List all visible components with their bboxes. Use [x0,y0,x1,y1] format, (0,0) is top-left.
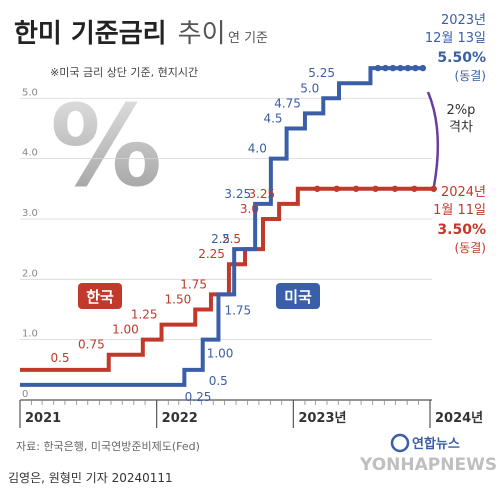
korea-hold-dot [411,185,418,192]
korea-hold-dot [372,185,379,192]
svg-text:한미 기준금리 추이: 한미 기준금리 추이 [14,19,226,49]
us-end-annotation: 2023년 12월 13일 5.50% (동결) [425,13,486,83]
us-data-label: 5.25 [308,66,335,80]
source-label: 자료: 한국은행, 미국연방준비제도(Fed) [16,440,200,453]
legend-korea-label: 한국 [86,288,114,306]
series-lines [20,66,434,387]
us-data-label: 0.5 [209,374,228,388]
legend-us: 미국 [276,283,320,309]
us-data-label: 1.00 [207,347,234,361]
us-hold-dot [419,64,427,72]
data-labels: 0.50.751.001.251.501.752.252.53.03.250.2… [50,66,335,404]
kr-end-line1: 2024년 [441,185,486,200]
korea-data-label: 0.75 [78,338,105,352]
us-data-label: 4.75 [274,96,301,110]
yonhap-logo: 연합뉴스 [390,433,460,453]
korea-data-label: 1.00 [112,323,139,337]
korea-data-label: 1.25 [131,308,158,322]
us-data-label: 4.5 [263,111,282,125]
gap-line1: 2%p [447,103,476,118]
kr-end-annotation: 2024년 1월 11일 3.50% (동결) [433,185,486,255]
y-axis-ticks: 0 1.0 2.0 3.0 4.0 5.0 [22,87,38,400]
korea-data-label: 3.25 [248,187,275,201]
korea-hold-dot [430,185,437,192]
us-hold-dot [382,64,389,72]
y-tick-label: 3.0 [22,208,38,219]
y-tick-label: 4.0 [22,148,38,159]
korea-hold-dot [314,185,321,192]
logo-ring-icon [390,433,410,453]
y-tick-label: 5.0 [22,87,38,98]
us-end-line2: 12월 13일 [425,31,486,46]
kr-end-value: 3.50% [437,222,486,238]
korea-data-label: 2.25 [198,247,225,261]
x-tick-label: 2023년 [298,411,346,426]
korea-data-label: 2.5 [222,232,241,246]
us-data-label: 3.25 [224,187,251,201]
gap-bracket [426,91,440,187]
korea-data-label: 1.50 [165,292,192,306]
korea-hold-dot [391,185,399,192]
us-hold-dot [397,64,404,72]
legend-korea: 한국 [78,283,122,309]
us-data-label: 2.5 [211,232,230,246]
gap-line2: 격차 [449,120,473,135]
percent-symbol-graphic: % [50,82,162,212]
us-hold-dot [412,64,419,72]
kr-end-status: (동결) [455,241,486,255]
x-tick-label: 2022 [162,411,198,426]
logo-text: 연합뉴스 [412,436,460,452]
series-dots [314,64,437,192]
us-hold-dot [389,64,397,72]
title-light: 추이 [178,19,226,49]
legend-us-box [276,283,320,309]
watermark: YONHAPNEWS [359,455,497,475]
x-tick-label: 2024년 [435,411,483,426]
byline: 김영은, 원형민 기자 20240111 [8,471,173,485]
y-tick-label: 0 [22,389,28,400]
us-end-status: (동결) [455,69,486,83]
note-label: ※미국 금리 상단 기준, 현지시간 [50,66,198,79]
title-bold: 한미 기준금리 [14,19,167,49]
korea-hold-dot [333,185,340,192]
us-data-label: 1.75 [224,303,251,317]
korea-data-label: 1.75 [180,277,207,291]
x-tick-label: 2021 [25,411,61,426]
korea-data-label: 0.5 [50,351,69,365]
us-hold-dot [404,64,412,72]
legend-korea-box [78,283,122,309]
legend-us-label: 미국 [284,288,312,306]
us-hold-dot [374,64,382,72]
korea-hold-dot [352,185,360,192]
us-data-label: 4.0 [248,142,267,156]
us-end-line1: 2023년 [441,13,486,28]
x-axis: 2021 2022 2023년 2024년 [19,399,483,428]
unit-label: 연 기준 [228,31,268,46]
us-data-label: 5.0 [300,81,319,95]
y-tick-label: 2.0 [22,268,38,279]
kr-end-line2: 1월 11일 [433,203,486,218]
us-rate-line [20,66,423,387]
y-tick-label: 1.0 [22,329,38,340]
us-data-label: 0.25 [185,390,212,404]
us-end-value: 5.50% [437,50,486,66]
korea-data-label: 3.0 [240,202,259,216]
